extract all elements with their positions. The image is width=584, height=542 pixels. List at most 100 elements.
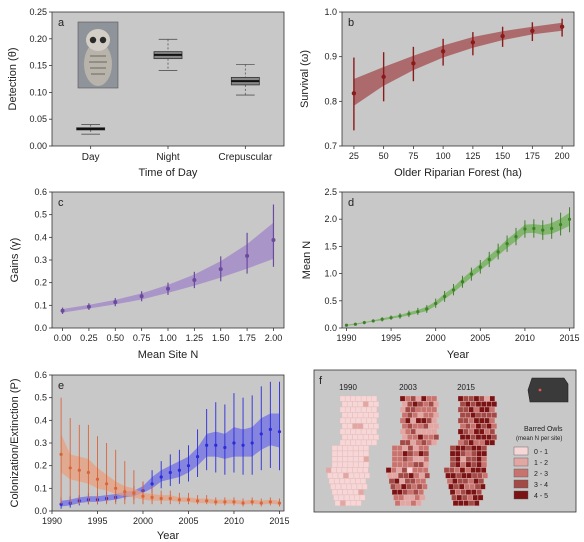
- map-cell: [363, 445, 370, 451]
- map-year-label: 1990: [339, 383, 357, 392]
- map-cell: [352, 423, 358, 429]
- map-cell: [482, 472, 488, 479]
- map-cell: [368, 423, 374, 429]
- map-cell: [407, 401, 413, 407]
- panel-b-survival-chart: 0.7 0.8 0.9 1.0 25 50 75 100 125 150 175 200 Older R…: [299, 7, 575, 179]
- map-cell: [479, 395, 485, 402]
- map-cell: [412, 401, 418, 407]
- map-cell: [405, 417, 411, 424]
- map-cell: [399, 417, 406, 424]
- map-cell: [464, 483, 470, 490]
- legend-label: 3 - 4: [534, 482, 548, 489]
- y-tick-label: 0.2: [34, 461, 47, 471]
- x-tick-label: 50: [379, 151, 389, 161]
- map-cell: [412, 467, 418, 473]
- map-cell: [491, 434, 498, 440]
- data-point: [232, 441, 236, 445]
- data-point: [271, 238, 276, 243]
- data-point: [195, 455, 200, 459]
- map-cell: [417, 412, 424, 418]
- map-cell: [353, 461, 359, 468]
- owl-body: [84, 42, 112, 86]
- map-cell: [350, 395, 356, 402]
- map-cell: [356, 483, 363, 490]
- map-cell: [459, 423, 466, 429]
- map-cell: [342, 445, 348, 451]
- data-point: [218, 267, 223, 272]
- map-cell: [337, 472, 344, 479]
- data-point: [86, 304, 91, 309]
- data-point: [68, 466, 72, 470]
- map-cell: [415, 417, 422, 424]
- map-cell: [408, 472, 414, 479]
- y-tick-label: 0.5: [34, 210, 47, 220]
- map-cell: [473, 439, 480, 446]
- map-cell: [423, 423, 429, 429]
- map-cell: [423, 450, 430, 457]
- y-axis-label: Mean N: [301, 241, 313, 280]
- data-point: [195, 499, 200, 503]
- barred-owl-photo: [77, 21, 119, 89]
- map-cell: [357, 412, 364, 418]
- map-cell: [465, 401, 471, 407]
- map-cell: [484, 406, 490, 413]
- map-cell: [361, 428, 367, 435]
- y-tick-label: 0.5: [34, 393, 47, 403]
- map-cell: [460, 456, 466, 462]
- map-cell: [431, 395, 438, 402]
- data-point: [205, 499, 209, 503]
- map-cell: [405, 406, 411, 413]
- map-cell: [352, 434, 358, 440]
- map-cell: [363, 461, 370, 468]
- map-cell: [431, 428, 438, 435]
- map-cell: [415, 439, 422, 446]
- map-cell: [481, 412, 487, 418]
- data-point: [259, 501, 263, 505]
- data-point: [541, 228, 545, 232]
- map-cell: [405, 395, 411, 402]
- map-cell: [402, 450, 408, 457]
- map-cell: [363, 456, 370, 462]
- map-cell: [457, 439, 464, 446]
- box-crepuscular: [230, 64, 260, 96]
- map-cell: [397, 450, 403, 457]
- data-point: [241, 443, 245, 447]
- map-cell: [397, 472, 404, 479]
- panel-letter: a: [58, 17, 65, 29]
- map-cell: [491, 423, 498, 429]
- map-cell: [373, 423, 380, 429]
- map-cell: [471, 445, 477, 451]
- map-cell: [443, 467, 450, 473]
- map-cell: [371, 395, 378, 402]
- map-cell: [399, 395, 406, 402]
- map-cell: [363, 412, 369, 418]
- data-point: [353, 322, 357, 326]
- map-cell: [410, 428, 416, 435]
- map-cell: [472, 494, 478, 501]
- map-cell: [465, 489, 472, 495]
- map-cell: [459, 401, 466, 407]
- map-cell: [417, 434, 424, 440]
- map-cell: [349, 494, 355, 501]
- data-point: [77, 468, 81, 472]
- map-cell: [471, 489, 477, 495]
- map-cell: [452, 500, 459, 506]
- map-cell: [341, 467, 348, 473]
- data-point: [168, 496, 172, 501]
- x-tick-label: 1990: [336, 333, 356, 343]
- y-tick-label: 0.00: [29, 141, 47, 151]
- map-cell: [358, 461, 364, 468]
- data-point: [245, 253, 250, 258]
- map-cell: [449, 467, 455, 473]
- map-cell: [399, 439, 406, 446]
- map-cell: [423, 412, 429, 418]
- map-cell: [465, 434, 471, 440]
- map-year-label: 2015: [457, 383, 475, 392]
- x-tick-label: 1.75: [238, 333, 256, 343]
- data-point: [440, 49, 446, 54]
- panel-c-gains-chart: 0.0 0.1 0.2 0.3 0.4 0.5 0.6 0.00 0.25 0.50 0.75 1.0…: [9, 187, 285, 361]
- map-cell: [455, 445, 461, 451]
- legend-label: 4 - 5: [534, 493, 548, 500]
- y-tick-label: 0.6: [34, 187, 47, 197]
- map-cell: [394, 500, 401, 506]
